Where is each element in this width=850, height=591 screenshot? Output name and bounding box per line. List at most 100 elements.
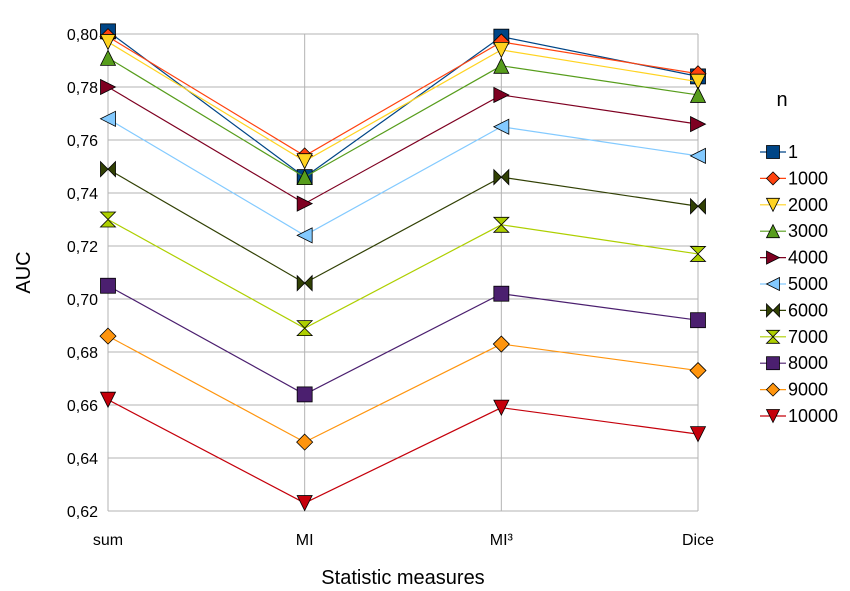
- data-point: [492, 118, 510, 135]
- legend-label: 1: [788, 142, 798, 162]
- data-point: [296, 168, 313, 186]
- data-point: [492, 335, 510, 353]
- y-tick-label: 0,64: [67, 451, 98, 468]
- data-point: [296, 153, 313, 170]
- y-tick-label: 0,74: [67, 186, 98, 203]
- data-point: [100, 160, 116, 178]
- series-line: [107, 86, 699, 205]
- series-group: [99, 23, 707, 512]
- data-point: [296, 227, 313, 244]
- legend-label: 3000: [788, 221, 828, 241]
- x-tick-label: sum: [93, 532, 123, 549]
- series-line: [107, 399, 699, 504]
- series-line: [107, 36, 699, 157]
- legend-item: 10000: [760, 406, 838, 426]
- series-8000: [100, 277, 706, 403]
- data-point: [99, 49, 117, 66]
- series-4000: [100, 78, 707, 212]
- legend-marker: [765, 197, 781, 213]
- data-point: [493, 399, 510, 417]
- series-line: [107, 118, 699, 237]
- legend-item: 4000: [760, 248, 828, 268]
- legend-label: 1000: [788, 168, 828, 188]
- series-line: [107, 285, 699, 396]
- legend-label: 8000: [788, 353, 828, 373]
- series-line: [107, 168, 699, 284]
- series-2000: [99, 34, 707, 170]
- series-1: [100, 23, 706, 186]
- data-point: [493, 57, 510, 74]
- legend-item: 9000: [760, 380, 828, 400]
- data-point: [493, 285, 510, 302]
- x-tick-label: Dice: [682, 532, 714, 549]
- data-point: [296, 386, 313, 403]
- legend-marker: [765, 382, 781, 397]
- legend-label: 2000: [788, 195, 828, 215]
- legend-item: 7000: [760, 327, 828, 347]
- legend-title: n: [776, 89, 787, 111]
- series-line: [107, 41, 699, 162]
- series-line: [107, 30, 699, 178]
- series-line: [107, 335, 699, 443]
- series-9000: [99, 327, 707, 451]
- legend-label: 7000: [788, 327, 828, 347]
- legend-item: 5000: [760, 274, 828, 294]
- y-axis-title: AUC: [13, 251, 35, 293]
- legend-item: 8000: [760, 353, 828, 373]
- data-point: [493, 86, 510, 104]
- y-tick-label: 0,78: [67, 80, 98, 97]
- legend-item: 6000: [760, 300, 828, 320]
- data-point: [689, 361, 707, 380]
- legend-marker: [765, 329, 781, 344]
- legend-marker: [766, 356, 780, 371]
- legend-marker: [766, 145, 780, 159]
- series-line: [107, 218, 699, 329]
- legend-label: 9000: [788, 380, 828, 400]
- y-tick-label: 0,80: [67, 27, 98, 44]
- legend-label: 5000: [788, 274, 828, 294]
- x-axis-title: Statistic measures: [321, 567, 484, 589]
- y-tick-label: 0,66: [67, 398, 98, 415]
- series-7000: [99, 211, 707, 337]
- series-line: [107, 57, 699, 178]
- y-tick-label: 0,70: [67, 292, 98, 309]
- data-point: [99, 110, 116, 127]
- data-point: [99, 391, 117, 409]
- legend-marker: [765, 409, 781, 424]
- legend-marker: [766, 250, 781, 265]
- data-point: [689, 73, 707, 91]
- data-point: [296, 320, 314, 337]
- data-point: [296, 195, 314, 212]
- data-point: [689, 246, 707, 262]
- data-point: [492, 216, 510, 233]
- data-point: [296, 274, 313, 292]
- data-point: [690, 312, 706, 329]
- data-point: [689, 147, 706, 165]
- legend-marker: [765, 171, 781, 186]
- legend-marker: [766, 302, 780, 318]
- data-point: [100, 277, 116, 294]
- series-10000: [99, 391, 707, 512]
- y-tick-label: 0,76: [67, 133, 98, 150]
- series-3000: [99, 49, 707, 186]
- data-point: [689, 86, 707, 103]
- data-point: [100, 78, 117, 96]
- legend-label: 6000: [788, 300, 828, 320]
- x-tick-label: MI³: [490, 532, 514, 549]
- data-point: [690, 115, 707, 133]
- y-tick-label: 0,72: [67, 239, 98, 256]
- data-point: [689, 426, 707, 443]
- legend-label: 4000: [788, 248, 828, 268]
- x-tick-label: MI: [296, 532, 314, 549]
- legend-marker: [765, 223, 781, 239]
- series-5000: [99, 110, 706, 244]
- legend-item: 1000: [760, 168, 828, 188]
- data-point: [493, 168, 510, 186]
- data-point: [99, 211, 117, 228]
- data-point: [99, 327, 117, 345]
- data-point: [690, 197, 706, 215]
- legend-label: 10000: [788, 406, 838, 426]
- legend-item: 1: [760, 142, 798, 162]
- y-tick-label: 0,62: [67, 504, 98, 521]
